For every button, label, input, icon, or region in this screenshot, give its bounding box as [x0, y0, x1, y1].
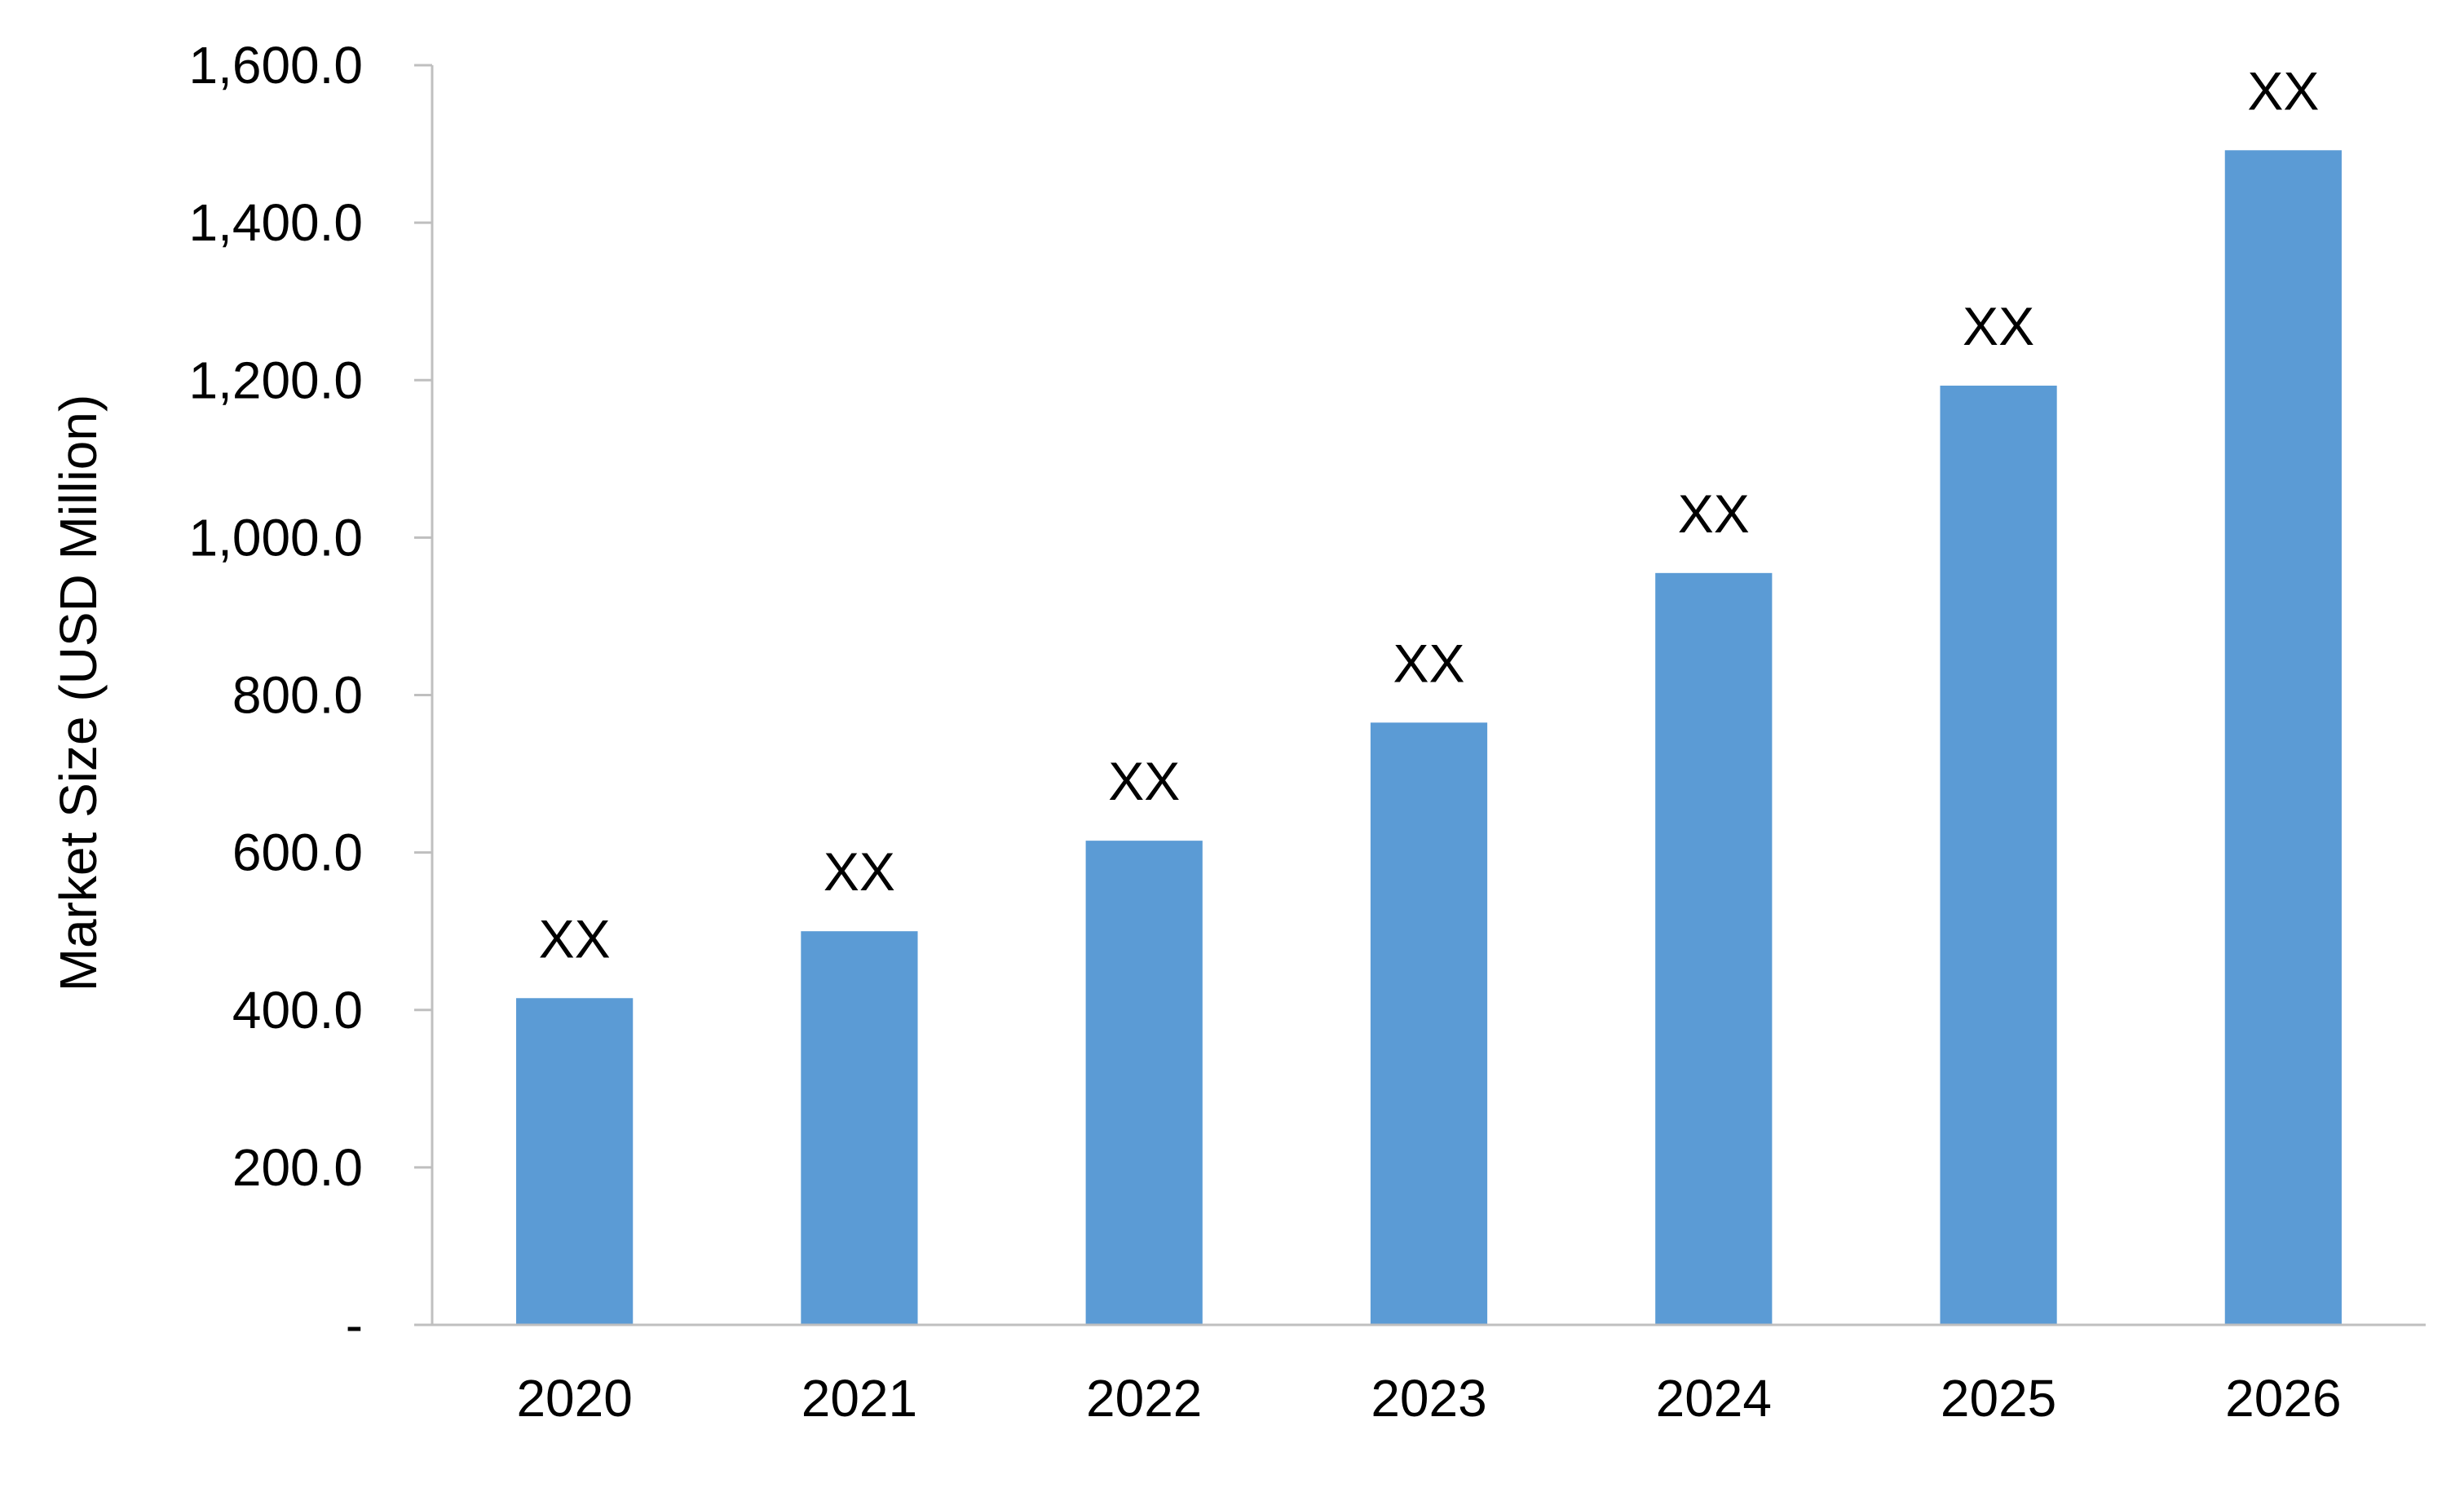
bar-2023: [1370, 722, 1488, 1325]
bar-2025: [1940, 386, 2057, 1325]
y-tick-label: 200.0: [232, 1138, 363, 1197]
data-label-2025: XX: [1963, 296, 2034, 356]
bar-2021: [801, 931, 918, 1325]
data-label-2022: XX: [1108, 751, 1180, 811]
x-tick-label-2020: 2020: [516, 1369, 632, 1428]
bar-2020: [516, 998, 634, 1325]
bar-2026: [2224, 150, 2342, 1326]
y-tick-label: 1,400.0: [188, 193, 363, 252]
data-label-2020: XX: [539, 908, 611, 969]
x-tick-label-2022: 2022: [1086, 1369, 1202, 1428]
data-label-2023: XX: [1393, 633, 1464, 693]
data-labels: XX XX XX XX XX XX XX: [539, 60, 2320, 969]
x-tick-label-2024: 2024: [1656, 1369, 1772, 1428]
x-tick-label-2026: 2026: [2225, 1369, 2341, 1428]
x-tick-label-2025: 2025: [1941, 1369, 2056, 1428]
y-tick-label: 1,200.0: [188, 351, 363, 409]
y-axis: - 200.0 400.0 600.0 800.0 1,000.0 1,200.0 1,400…: [188, 36, 432, 1354]
bar-2022: [1085, 841, 1203, 1325]
bar-series: [516, 150, 2342, 1326]
y-tick-label: 600.0: [232, 823, 363, 882]
data-label-2026: XX: [2247, 60, 2319, 121]
y-tick-label: 1,600.0: [188, 36, 363, 95]
x-axis: 2020 2021 2022 2023 2024 2025 2026: [516, 1369, 2341, 1428]
y-tick-label: 800.0: [232, 666, 363, 725]
data-label-2021: XX: [824, 841, 895, 902]
y-axis-title: Market Size (USD Million): [49, 395, 108, 992]
y-tick-label: -: [346, 1296, 363, 1354]
bar-2024: [1655, 572, 1773, 1325]
y-tick-label: 1,000.0: [188, 508, 363, 567]
y-tick-label: 400.0: [232, 981, 363, 1040]
data-label-2024: XX: [1678, 483, 1750, 544]
x-tick-label-2023: 2023: [1371, 1369, 1486, 1428]
x-tick-label-2021: 2021: [801, 1369, 917, 1428]
